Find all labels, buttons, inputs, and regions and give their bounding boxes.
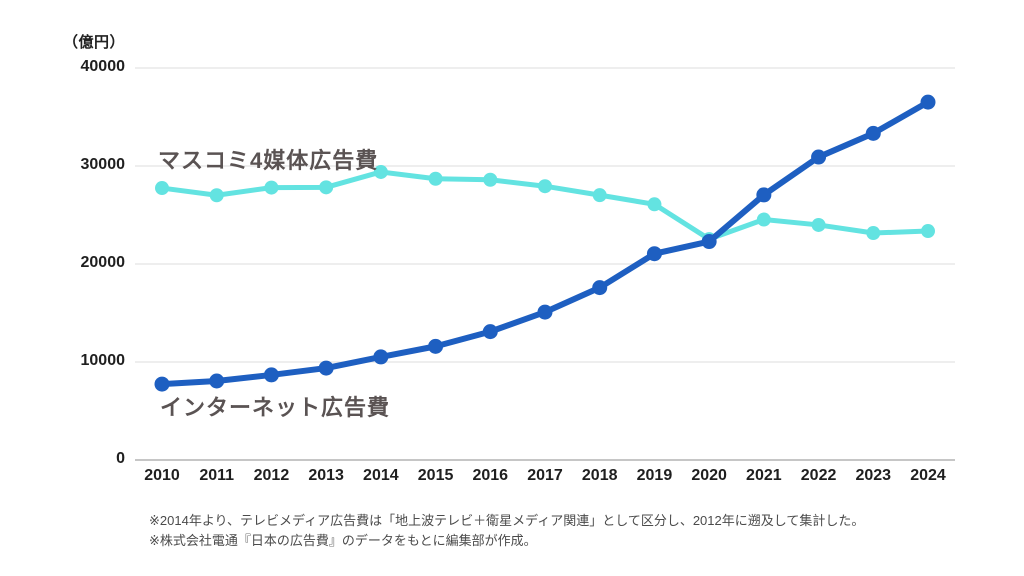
data-point: [756, 212, 771, 227]
data-point: [155, 181, 169, 196]
y-axis-tick-label: 10000: [80, 352, 126, 369]
data-point: [921, 224, 935, 239]
series-label-internet: インターネット広告費: [160, 395, 391, 420]
x-axis-tick-label: 2012: [253, 467, 290, 484]
y-axis-tick-label: 20000: [80, 254, 126, 271]
y-axis-tick-label: 0: [116, 450, 125, 467]
x-axis-tick-label: 2010: [144, 467, 180, 484]
data-point: [428, 171, 443, 186]
x-axis-tick-label: 2024: [910, 467, 946, 484]
data-point: [318, 360, 334, 376]
x-axis-tick-label: 2014: [363, 467, 399, 484]
data-point: [538, 179, 552, 194]
data-point: [373, 164, 388, 179]
x-axis-tick-label: 2011: [199, 467, 235, 484]
data-point: [428, 338, 444, 354]
footnotes: ※2014年より、テレビメディア広告費は「地上波テレビ＋衛星メディア関連」として…: [149, 511, 864, 551]
x-axis-tick-label: 2017: [527, 467, 563, 484]
data-point: [592, 188, 607, 203]
data-point: [866, 226, 881, 241]
data-point: [209, 373, 225, 389]
series-label-mass-media: マスコミ4媒体広告費: [158, 148, 379, 173]
x-axis-tick-label: 2023: [855, 467, 892, 484]
data-point: [811, 217, 826, 232]
x-axis-tick-label: 2019: [636, 467, 673, 484]
data-point: [319, 180, 334, 195]
footnote-line-2: ※株式会社電通『日本の広告費』のデータをもとに編集部が作成。: [149, 533, 537, 548]
data-point: [701, 234, 717, 250]
data-point: [483, 172, 498, 187]
data-point: [209, 188, 224, 203]
data-point: [263, 367, 279, 383]
y-axis-tick-label: 30000: [80, 156, 126, 173]
x-axis-tick-label: 2020: [691, 467, 727, 484]
data-point: [756, 187, 772, 203]
x-axis-tick-label: 2022: [800, 467, 837, 484]
data-point: [537, 304, 553, 320]
y-axis-tick-label: 40000: [80, 58, 126, 75]
data-point: [647, 197, 662, 212]
footnote-line-1: ※2014年より、テレビメディア広告費は「地上波テレビ＋衛星メディア関連」として…: [149, 513, 865, 528]
data-point: [154, 376, 170, 392]
data-point: [373, 349, 389, 365]
data-point: [920, 94, 936, 110]
x-axis-tick-label: 2018: [581, 467, 618, 484]
data-point: [264, 180, 279, 195]
data-point: [811, 149, 827, 165]
x-axis-tick-label: 2015: [417, 467, 454, 484]
data-point: [482, 324, 498, 340]
data-point: [865, 125, 881, 141]
data-point: [592, 280, 608, 296]
x-axis-tick-label: 2021: [746, 467, 782, 484]
y-axis-unit-label: （億円）: [63, 34, 126, 51]
x-axis-tick-label: 2016: [472, 467, 509, 484]
x-axis-tick-label: 2013: [308, 467, 344, 484]
data-point: [646, 246, 662, 262]
